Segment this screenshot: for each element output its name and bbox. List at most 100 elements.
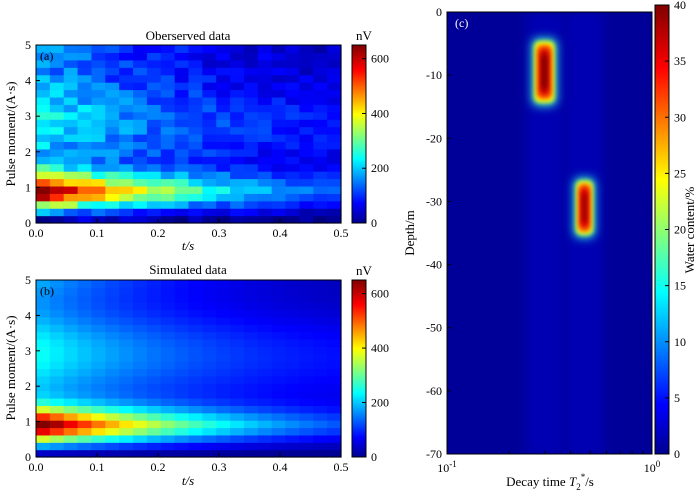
heatmap-cell <box>160 390 176 399</box>
heatmap-cell <box>313 346 328 355</box>
heatmap-cell <box>49 119 65 128</box>
heatmap-cell <box>188 111 203 120</box>
heatmap-cell <box>36 52 51 61</box>
heatmap-cell <box>230 119 245 128</box>
heatmap-cell <box>327 96 342 105</box>
heatmap-cell <box>299 331 314 340</box>
heatmap-cell <box>327 45 342 54</box>
heatmap-cell <box>133 96 148 105</box>
heatmap-cell <box>271 185 287 194</box>
heatmap-cell <box>313 331 328 340</box>
heatmap-cell <box>133 427 148 436</box>
heatmap-cell <box>160 324 176 333</box>
heatmap-cell <box>327 134 342 143</box>
heatmap-cell <box>257 111 273 120</box>
heatmap-cell <box>202 280 217 288</box>
heatmap-cell <box>202 442 217 451</box>
heatmap-cell <box>133 163 148 172</box>
heatmap-cell <box>202 89 217 98</box>
heatmap-cell <box>188 361 203 370</box>
xtick-label: 0.2 <box>151 460 166 474</box>
heatmap-cell <box>271 193 287 202</box>
heatmap-cell <box>243 331 259 340</box>
heatmap-cell <box>313 111 328 120</box>
heatmap-cell <box>257 442 273 451</box>
heatmap-cell <box>188 398 203 406</box>
heatmap-cell <box>230 412 245 421</box>
heatmap-cell <box>202 375 217 384</box>
heatmap-cell <box>146 449 162 458</box>
heatmap-cell <box>146 405 162 414</box>
heatmap-cell <box>77 141 93 150</box>
heatmap-cell <box>188 45 203 54</box>
heatmap-cell <box>91 215 106 224</box>
heatmap-cell <box>243 96 259 105</box>
heatmap-cell <box>271 134 287 143</box>
heatmap-cell <box>188 420 203 429</box>
heatmap-cell <box>105 156 120 165</box>
heatmap-cell <box>188 215 203 224</box>
heatmap-cell <box>257 134 273 143</box>
heatmap-cell <box>327 163 342 172</box>
heatmap-cell <box>216 309 231 318</box>
heatmap-cell <box>160 111 176 120</box>
heatmap-cell <box>313 126 328 135</box>
heatmap-cell <box>174 156 190 165</box>
heatmap-cell <box>230 52 245 61</box>
heatmap-cell <box>285 193 301 202</box>
heatmap-cell <box>257 368 273 377</box>
heatmap-cell <box>202 119 217 128</box>
heatmap-cell <box>49 200 65 209</box>
heatmap-cell <box>174 67 190 76</box>
heatmap-cell <box>77 398 93 406</box>
colorbar-tick-label: 25 <box>674 166 686 180</box>
heatmap-cell <box>230 383 245 392</box>
heatmap-cell <box>243 398 259 406</box>
panel-b-xlabel: t/s <box>182 473 194 488</box>
heatmap-cell <box>36 119 51 128</box>
heatmap-cell <box>313 449 328 458</box>
heatmap-cell <box>160 383 176 392</box>
heatmap-cell <box>257 148 273 157</box>
heatmap-cell <box>174 45 190 54</box>
heatmap-cell <box>91 52 106 61</box>
panel-a-ylabel: Pulse moment/(A·s) <box>3 81 18 186</box>
heatmap-cell <box>91 427 106 436</box>
heatmap-cell <box>160 67 176 76</box>
heatmap-cell <box>243 193 259 202</box>
heatmap-cell <box>299 96 314 105</box>
heatmap-cell <box>327 119 342 128</box>
heatmap-cell <box>119 215 134 224</box>
heatmap-cell <box>174 331 190 340</box>
heatmap-cell <box>202 74 217 83</box>
heatmap-cell <box>216 449 231 458</box>
heatmap-cell <box>285 126 301 135</box>
heatmap-cell <box>299 427 314 436</box>
heatmap-cell <box>271 361 287 370</box>
heatmap-cell <box>77 193 93 202</box>
heatmap-cell <box>174 294 190 303</box>
heatmap-cell <box>299 67 314 76</box>
heatmap-cell <box>119 104 134 113</box>
heatmap-cell <box>146 148 162 157</box>
heatmap-cell <box>133 200 148 209</box>
heatmap-cell <box>271 59 287 68</box>
heatmap-cell <box>230 442 245 451</box>
heatmap-cell <box>91 119 106 128</box>
heatmap-cell <box>257 339 273 347</box>
heatmap-cell <box>146 208 162 217</box>
heatmap-cell <box>285 309 301 318</box>
heatmap-cell <box>216 287 231 296</box>
panel-b: Simulated data (b) 0.0 0.1 0.2 0.3 0.4 0.5 0 1 2… <box>3 262 389 488</box>
heatmap-cell <box>160 119 176 128</box>
heatmap-cell <box>327 171 342 180</box>
heatmap-cell <box>230 111 245 120</box>
heatmap-cell <box>160 96 176 105</box>
heatmap-cell <box>160 294 176 303</box>
heatmap-cell <box>202 178 217 187</box>
heatmap-cell <box>133 126 148 135</box>
heatmap-cell <box>313 208 328 217</box>
heatmap-cell <box>327 346 342 355</box>
heatmap-cell <box>160 104 176 113</box>
heatmap-cell <box>327 193 342 202</box>
